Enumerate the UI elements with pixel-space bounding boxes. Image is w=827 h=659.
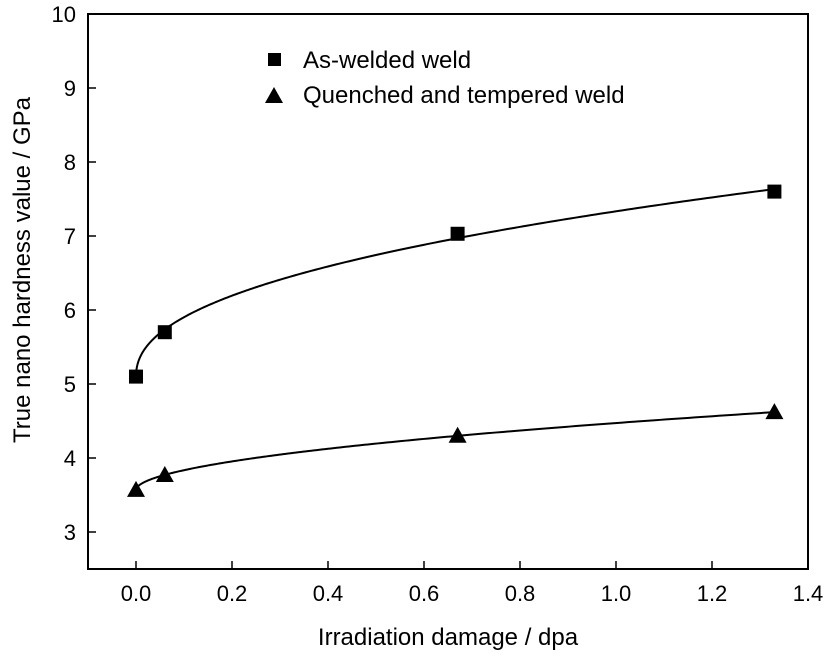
data-point-square <box>450 226 465 241</box>
fit-curve-series-1 <box>135 411 775 491</box>
y-tick-label: 5 <box>64 372 76 397</box>
legend-label-quenched-tempered: Quenched and tempered weld <box>303 82 625 109</box>
y-tick-label: 8 <box>64 150 76 175</box>
x-tick-label: 0.8 <box>505 581 536 606</box>
data-point-square <box>129 369 143 384</box>
legend-marker-square <box>268 53 281 66</box>
y-tick-label: 6 <box>64 298 76 323</box>
legend-marker-triangle <box>265 87 283 103</box>
legend-label-as-welded: As-welded weld <box>303 47 471 74</box>
y-tick-label: 7 <box>64 224 76 249</box>
fit-curve-series-0 <box>135 188 775 378</box>
x-tick-label: 1.4 <box>793 581 824 606</box>
x-tick-label: 0.6 <box>409 581 440 606</box>
x-axis-title: Irradiation damage / dpa <box>318 624 579 651</box>
fit-curves-layer <box>135 188 775 491</box>
data-point-triangle <box>155 466 174 483</box>
x-tick-label: 0.0 <box>121 581 152 606</box>
y-tick-label: 10 <box>52 2 76 27</box>
y-tick-label: 4 <box>64 446 76 471</box>
data-points-layer <box>127 184 784 497</box>
x-tick-label: 0.4 <box>313 581 344 606</box>
x-tick-label: 1.2 <box>697 581 728 606</box>
x-tick-label: 0.2 <box>217 581 248 606</box>
data-point-triangle <box>127 480 145 497</box>
plot-area-frame <box>87 13 809 570</box>
data-point-triangle <box>765 403 784 420</box>
data-point-square <box>767 184 782 199</box>
legend: As-welded weld Quenched and tempered wel… <box>265 47 625 109</box>
y-tick-label: 9 <box>64 76 76 101</box>
y-axis-title: True nano hardness value / GPa <box>9 96 36 443</box>
y-tick-label: 3 <box>64 520 76 545</box>
data-point-triangle <box>448 426 467 443</box>
data-point-square <box>157 325 172 340</box>
ticks-layer: 0.0 0.2 0.4 0.6 0.8 1.0 1.2 1.4 3 4 5 6 7 8 9 10 <box>52 2 824 606</box>
x-tick-label: 1.0 <box>601 581 632 606</box>
